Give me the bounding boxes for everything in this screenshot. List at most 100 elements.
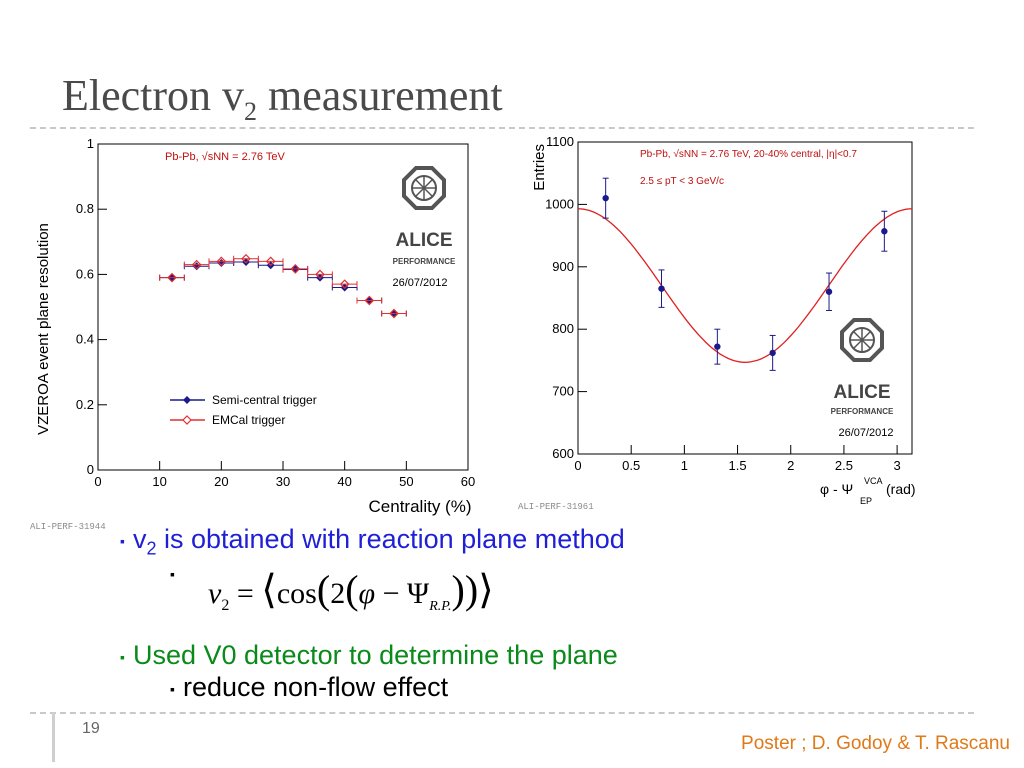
title-rest: measurement [257, 71, 503, 120]
bullet-marker-icon: ▪ [170, 680, 175, 697]
resolution-chart: 0 10 20 30 40 50 60 0 0.2 0.4 0.6 0.8 1 VZEROA event… [35, 136, 475, 516]
legend-emcal-marker [182, 415, 192, 425]
entries-frame [577, 141, 913, 455]
bottom-divider [30, 712, 974, 714]
entries-chart-axes: 0 0.5 1 1.5 2 2.5 3 600 700 800 900 1000 1100 [545, 134, 913, 473]
resolution-y-tick-label: 0 [87, 462, 94, 477]
entries-x-tick-label: 2 [787, 458, 794, 473]
footer-credit: Poster ; D. Godoy & T. Rascanu [741, 733, 1010, 754]
resolution-chart-marks [159, 253, 407, 319]
resolution-point-emcal [167, 272, 177, 283]
v2-formula: v2 = ⟨cos(2(φ − ΨR.P.))⟩ [208, 566, 494, 615]
entries-y-label: Entries [531, 144, 548, 191]
entries-x-tick-label: 0.5 [622, 458, 640, 473]
resolution-legend: Semi-central trigger EMCal trigger [170, 393, 317, 427]
entries-point [825, 288, 833, 295]
legend-semi-central-label: Semi-central trigger [212, 393, 317, 407]
resolution-x-tick-label: 20 [214, 474, 228, 489]
bullet1-sub: 2 [146, 538, 157, 559]
entries-point [602, 194, 609, 202]
entries-y-tick-label: 900 [552, 259, 574, 274]
formula-psi-sub: R.P. [429, 599, 452, 614]
resolution-point-emcal [389, 308, 399, 319]
formula-rangle: ⟩ [478, 567, 494, 612]
resolution-logo-text: ALICE [396, 230, 453, 251]
entries-x-label-main: φ - Ψ [820, 481, 853, 497]
bullet-marker-icon: ▪ [120, 532, 125, 549]
page-bar [52, 712, 55, 762]
resolution-point-emcal [339, 279, 350, 290]
resolution-point-semi-central [217, 258, 226, 267]
slide-title: Electron v2 measurement [62, 70, 503, 127]
alice-logo-icon [402, 166, 446, 210]
resolution-point-emcal [265, 256, 276, 267]
entries-x-tick-label: 3 [893, 458, 900, 473]
entries-point [658, 285, 665, 292]
entries-x-tick-label: 0 [574, 458, 581, 473]
bullet-reaction-plane: ▪ v2 is obtained with reaction plane meth… [120, 524, 625, 559]
entries-y-tick-label: 700 [552, 384, 574, 399]
formula-psi: Ψ [407, 577, 430, 610]
resolution-point-emcal [191, 259, 202, 270]
entries-x-tick-label: 1.5 [729, 458, 747, 473]
formula-minus: − [375, 577, 408, 610]
resolution-perf-tag: ALI-PERF-31944 [30, 522, 106, 532]
bullet1-v: v [132, 524, 147, 554]
title-main: Electron v [62, 71, 245, 120]
entries-y-tick-label: 1100 [546, 134, 574, 149]
entries-logo-text: ALICE [834, 382, 891, 403]
entries-chart-marks [577, 177, 913, 371]
entries-annotation-2: 2.5 ≤ pT < 3 GeV/c [640, 176, 724, 187]
resolution-point-emcal [290, 264, 301, 274]
entries-point [769, 349, 776, 357]
entries-x-tick-label: 1 [681, 458, 688, 473]
resolution-chart-panel: 0 10 20 30 40 50 60 0 0.2 0.4 0.6 0.8 1 VZEROA event… [30, 130, 500, 520]
formula-lparen2: ( [345, 567, 359, 612]
formula-eq: = [229, 577, 262, 610]
resolution-x-tick-label: 10 [152, 474, 166, 489]
resolution-chart-axes: 0 10 20 30 40 50 60 0 0.2 0.4 0.6 0.8 1 [76, 136, 475, 489]
resolution-point-emcal [364, 295, 375, 306]
top-divider [30, 127, 974, 129]
resolution-point-emcal [315, 269, 325, 280]
bullet-non-flow: ▪ reduce non-flow effect [170, 672, 448, 703]
entries-perf-tag: ALI-PERF-31961 [518, 502, 594, 512]
entries-date: 26/07/2012 [838, 427, 893, 439]
entries-fit-curve [577, 208, 913, 363]
formula-two: 2 [330, 577, 346, 610]
entries-x-label-unit: (rad) [886, 481, 916, 497]
resolution-logo-sub: PERFORMANCE [393, 257, 456, 266]
resolution-y-tick-label: 1 [87, 136, 94, 151]
entries-x-tick-label: 2.5 [835, 458, 853, 473]
resolution-x-tick-label: 50 [399, 474, 413, 489]
resolution-x-tick-label: 40 [337, 474, 351, 489]
resolution-y-tick-label: 0.6 [76, 266, 94, 281]
bullet3-text: reduce non-flow effect [182, 672, 449, 702]
resolution-date: 26/07/2012 [392, 277, 447, 289]
bullet-marker-icon: ▪ [120, 648, 125, 665]
formula-lparen: ( [316, 567, 331, 612]
entries-chart: 0 0.5 1 1.5 2 2.5 3 600 700 800 900 1000 1100 Entrie… [531, 134, 916, 506]
bullet2-text: Used V0 detector to determine the plane [132, 640, 618, 670]
formula-langle: ⟨ [261, 567, 277, 612]
resolution-point-emcal [241, 253, 251, 264]
bullet-v0-detector: ▪ Used V0 detector to determine the plane [120, 640, 618, 671]
formula-cos: cos [276, 577, 317, 610]
resolution-x-label: Centrality (%) [369, 497, 472, 516]
resolution-x-tick-label: 0 [94, 474, 101, 489]
entries-point [714, 343, 721, 350]
resolution-y-tick-label: 0.8 [76, 201, 94, 216]
entries-chart-panel: 0 0.5 1 1.5 2 2.5 3 600 700 800 900 1000 1100 Entrie… [520, 132, 930, 512]
resolution-x-tick-label: 30 [276, 474, 290, 489]
entries-x-label-sub: EP [860, 496, 872, 506]
entries-x-label-sup: VCA [864, 476, 883, 486]
entries-y-tick-label: 1000 [545, 196, 574, 211]
entries-logo-sub: PERFORMANCE [831, 407, 894, 416]
entries-point [881, 228, 888, 235]
entries-y-tick-label: 600 [552, 446, 574, 461]
formula-bullet-marker-icon: ▪ [170, 566, 175, 582]
formula-v: v [208, 577, 222, 610]
resolution-y-tick-label: 0.2 [76, 397, 94, 412]
resolution-annotation: Pb-Pb, √sNN = 2.76 TeV [165, 151, 286, 163]
page-number: 19 [82, 720, 100, 737]
